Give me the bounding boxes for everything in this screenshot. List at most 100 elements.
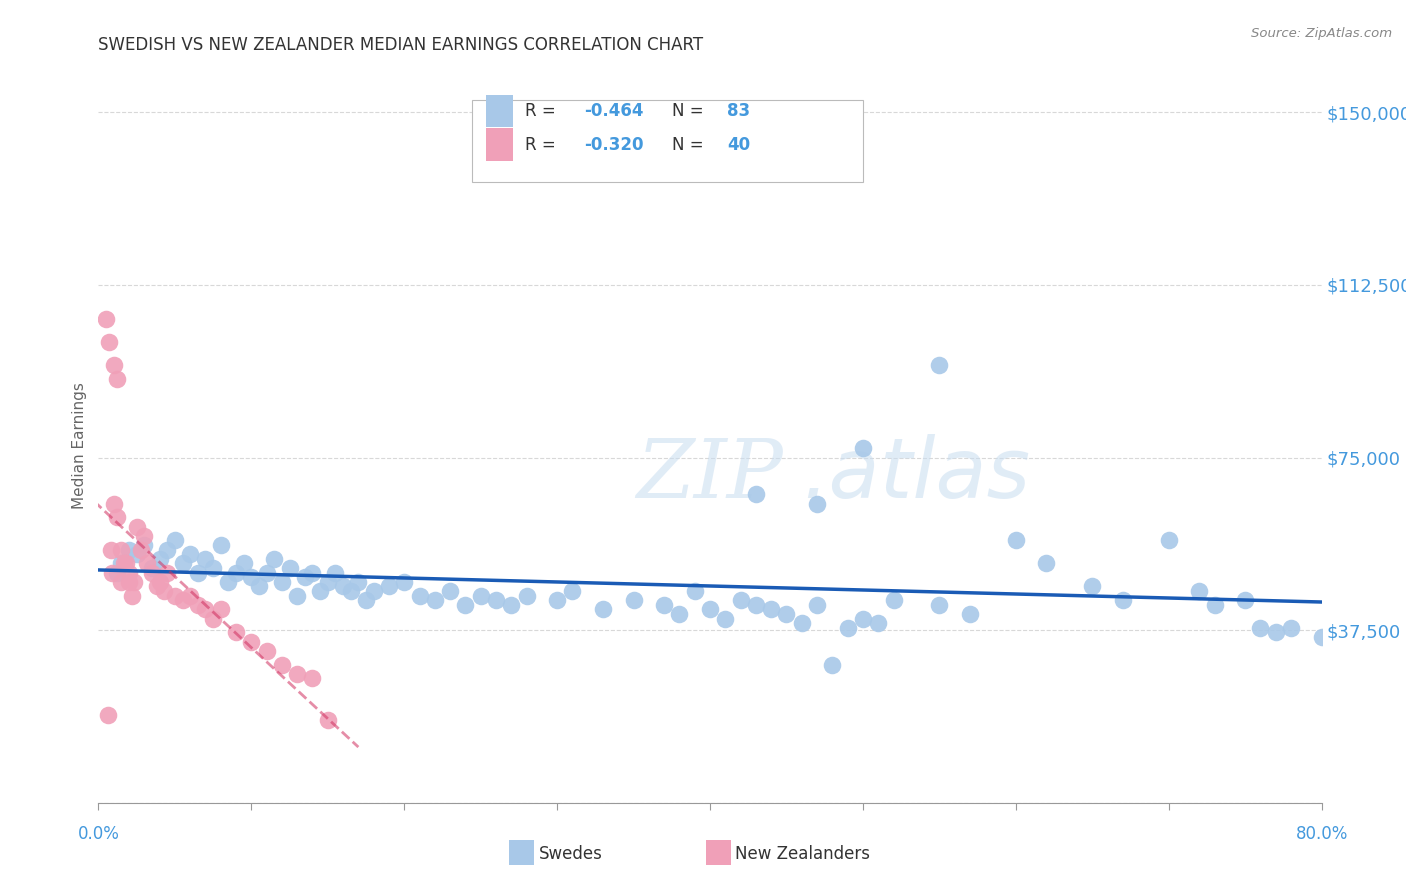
Swedes bbox=[256, 566, 278, 580]
Swedes bbox=[806, 598, 828, 612]
Swedes bbox=[202, 561, 225, 575]
Swedes bbox=[745, 487, 768, 501]
Swedes bbox=[125, 547, 148, 561]
Swedes bbox=[928, 359, 950, 373]
Swedes bbox=[1234, 593, 1257, 607]
Swedes bbox=[294, 570, 316, 584]
Swedes bbox=[301, 566, 323, 580]
Swedes bbox=[714, 612, 737, 626]
New Zealanders bbox=[129, 542, 152, 557]
Swedes bbox=[270, 574, 294, 589]
Swedes bbox=[699, 602, 721, 616]
Swedes bbox=[332, 579, 354, 593]
Swedes bbox=[761, 602, 783, 616]
Text: -0.320: -0.320 bbox=[583, 136, 644, 153]
Swedes bbox=[806, 497, 828, 511]
Swedes bbox=[118, 542, 141, 557]
Text: N =: N = bbox=[672, 136, 709, 153]
Text: Source: ZipAtlas.com: Source: ZipAtlas.com bbox=[1251, 27, 1392, 40]
Swedes bbox=[163, 533, 186, 548]
New Zealanders bbox=[121, 589, 143, 603]
Swedes bbox=[225, 566, 247, 580]
New Zealanders bbox=[256, 644, 278, 658]
New Zealanders bbox=[97, 708, 120, 723]
Swedes bbox=[325, 566, 347, 580]
Text: 83: 83 bbox=[727, 102, 751, 120]
Text: New Zealanders: New Zealanders bbox=[735, 845, 870, 863]
Text: 0.0%: 0.0% bbox=[77, 825, 120, 843]
New Zealanders bbox=[100, 542, 122, 557]
New Zealanders bbox=[110, 542, 132, 557]
Swedes bbox=[172, 557, 194, 571]
New Zealanders bbox=[194, 602, 217, 616]
New Zealanders bbox=[122, 574, 145, 589]
Swedes bbox=[263, 551, 285, 566]
Swedes bbox=[309, 584, 332, 599]
New Zealanders bbox=[301, 672, 323, 686]
New Zealanders bbox=[118, 574, 141, 589]
Swedes bbox=[501, 598, 523, 612]
Swedes bbox=[316, 574, 339, 589]
Swedes bbox=[837, 621, 859, 635]
FancyBboxPatch shape bbox=[471, 100, 863, 182]
Swedes bbox=[278, 561, 301, 575]
Swedes bbox=[378, 579, 401, 593]
Swedes bbox=[1310, 630, 1333, 644]
New Zealanders bbox=[202, 612, 225, 626]
New Zealanders bbox=[136, 557, 159, 571]
Swedes bbox=[959, 607, 981, 621]
Swedes bbox=[1188, 584, 1211, 599]
New Zealanders bbox=[270, 657, 294, 672]
New Zealanders bbox=[125, 519, 148, 533]
New Zealanders bbox=[98, 335, 121, 350]
Swedes bbox=[1279, 621, 1302, 635]
Swedes bbox=[240, 570, 263, 584]
Text: .atlas: .atlas bbox=[801, 434, 1031, 515]
New Zealanders bbox=[115, 557, 138, 571]
Swedes bbox=[105, 566, 128, 580]
Swedes bbox=[623, 593, 645, 607]
Swedes bbox=[363, 584, 385, 599]
Swedes bbox=[423, 593, 446, 607]
Swedes bbox=[516, 589, 538, 603]
Swedes bbox=[652, 598, 675, 612]
Swedes bbox=[821, 657, 844, 672]
New Zealanders bbox=[156, 566, 179, 580]
Text: SWEDISH VS NEW ZEALANDER MEDIAN EARNINGS CORRELATION CHART: SWEDISH VS NEW ZEALANDER MEDIAN EARNINGS… bbox=[98, 36, 703, 54]
Swedes bbox=[745, 598, 768, 612]
Swedes bbox=[668, 607, 690, 621]
Swedes bbox=[683, 584, 706, 599]
FancyBboxPatch shape bbox=[486, 95, 513, 127]
Swedes bbox=[730, 593, 752, 607]
Swedes bbox=[285, 589, 308, 603]
Swedes bbox=[232, 557, 254, 571]
Swedes bbox=[485, 593, 508, 607]
Swedes bbox=[247, 579, 270, 593]
New Zealanders bbox=[94, 312, 117, 326]
New Zealanders bbox=[145, 579, 167, 593]
Swedes bbox=[392, 574, 416, 589]
Swedes bbox=[790, 616, 813, 631]
Swedes bbox=[1035, 557, 1057, 571]
New Zealanders bbox=[105, 372, 128, 386]
New Zealanders bbox=[103, 359, 125, 373]
New Zealanders bbox=[285, 666, 308, 681]
Swedes bbox=[194, 551, 217, 566]
Swedes bbox=[775, 607, 797, 621]
FancyBboxPatch shape bbox=[486, 128, 513, 161]
New Zealanders bbox=[163, 589, 186, 603]
New Zealanders bbox=[110, 574, 132, 589]
Swedes bbox=[408, 589, 430, 603]
Swedes bbox=[1004, 533, 1026, 548]
Swedes bbox=[1112, 593, 1135, 607]
Swedes bbox=[592, 602, 614, 616]
New Zealanders bbox=[103, 497, 125, 511]
Text: ZIP: ZIP bbox=[637, 434, 783, 515]
New Zealanders bbox=[316, 713, 339, 727]
Swedes bbox=[187, 566, 209, 580]
New Zealanders bbox=[187, 598, 209, 612]
New Zealanders bbox=[118, 566, 141, 580]
New Zealanders bbox=[149, 574, 172, 589]
Text: R =: R = bbox=[526, 102, 561, 120]
Text: 80.0%: 80.0% bbox=[1295, 825, 1348, 843]
